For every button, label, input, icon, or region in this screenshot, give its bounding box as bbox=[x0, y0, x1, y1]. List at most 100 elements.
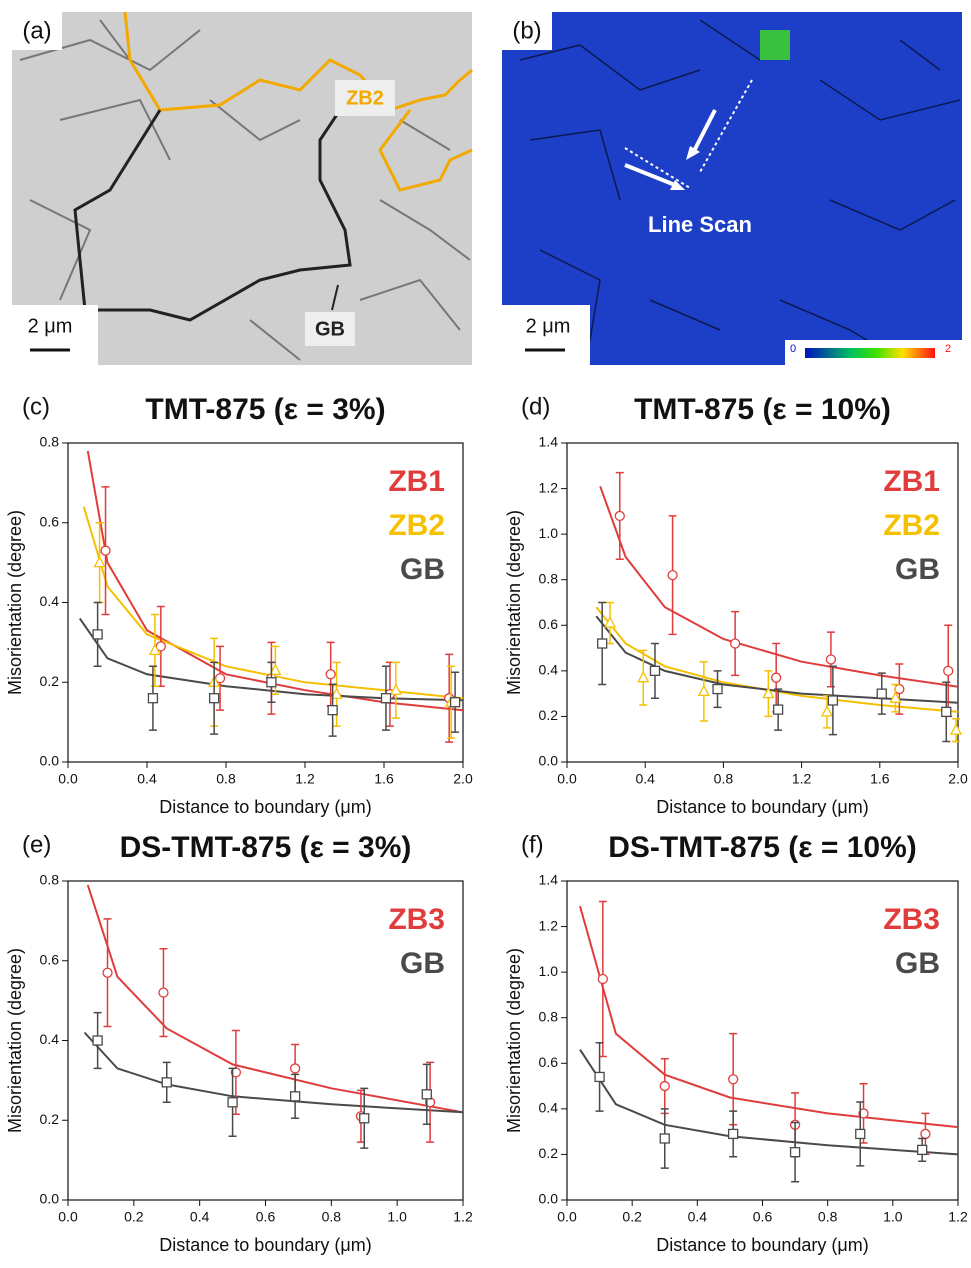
x-tick-label: 0.4 bbox=[190, 1209, 210, 1225]
data-point bbox=[729, 638, 741, 649]
x-tick-label: 0.4 bbox=[635, 771, 655, 787]
y-axis-label: Misorientation (degree) bbox=[5, 948, 25, 1133]
data-point bbox=[158, 987, 169, 998]
data-point bbox=[227, 1097, 238, 1108]
x-tick-label: 0.8 bbox=[322, 1209, 342, 1225]
panel-label: (a) bbox=[22, 17, 51, 44]
colorbar-max: 2 bbox=[945, 343, 951, 355]
fit-curve bbox=[599, 485, 959, 688]
data-point bbox=[327, 705, 338, 716]
y-tick-label: 0.0 bbox=[40, 1191, 60, 1207]
panel-label: (f) bbox=[521, 831, 544, 858]
data-point bbox=[330, 687, 343, 699]
chart-title: TMT-875 (ε = 3%) bbox=[145, 393, 385, 426]
x-tick-label: 0.4 bbox=[137, 771, 157, 787]
data-point bbox=[266, 677, 277, 688]
data-point bbox=[949, 723, 963, 735]
panel-label: (e) bbox=[22, 831, 51, 858]
y-tick-label: 1.0 bbox=[539, 963, 559, 979]
y-tick-label: 0.0 bbox=[539, 1191, 559, 1207]
data-point bbox=[659, 1133, 670, 1144]
data-point bbox=[825, 654, 837, 665]
fit-curve bbox=[579, 1049, 959, 1156]
data-point bbox=[148, 643, 161, 655]
x-tick-label: 1.0 bbox=[883, 1209, 903, 1225]
y-tick-label: 0.2 bbox=[40, 673, 60, 689]
y-tick-label: 1.0 bbox=[539, 525, 559, 541]
y-tick-label: 0.8 bbox=[539, 1008, 559, 1024]
data-point bbox=[380, 693, 392, 704]
data-point bbox=[208, 693, 220, 704]
x-axis-label: Distance to boundary (μm) bbox=[159, 1235, 371, 1255]
data-point bbox=[943, 665, 954, 677]
y-axis-label: Misorientation (degree) bbox=[504, 948, 524, 1133]
x-tick-label: 1.2 bbox=[453, 1209, 473, 1225]
x-axis-label: Distance to boundary (μm) bbox=[159, 797, 371, 817]
legend-entry: GB bbox=[400, 553, 445, 586]
y-tick-label: 0.6 bbox=[40, 951, 60, 967]
x-tick-label: 1.2 bbox=[295, 771, 315, 787]
chart-title: DS-TMT-875 (ε = 10%) bbox=[608, 831, 916, 864]
data-point bbox=[917, 1144, 928, 1156]
data-point bbox=[92, 629, 103, 640]
panel-label: (c) bbox=[22, 393, 50, 420]
annotation: Line Scan bbox=[648, 212, 752, 237]
y-tick-label: 1.2 bbox=[539, 479, 559, 495]
legend-entry: GB bbox=[895, 553, 940, 586]
data-point bbox=[100, 545, 111, 556]
fit-curve bbox=[595, 606, 959, 713]
data-point bbox=[941, 706, 952, 718]
x-tick-label: 0.0 bbox=[557, 1209, 577, 1225]
y-tick-label: 0.6 bbox=[539, 1054, 559, 1070]
data-point bbox=[827, 695, 839, 706]
legend-entry: ZB3 bbox=[883, 903, 940, 936]
annotation: ZB2 bbox=[346, 87, 384, 109]
x-axis-label: Distance to boundary (μm) bbox=[656, 1235, 868, 1255]
fit-curve bbox=[82, 506, 464, 700]
data-point bbox=[894, 683, 905, 695]
y-tick-label: 0.4 bbox=[40, 593, 60, 609]
data-point bbox=[728, 1128, 739, 1140]
y-axis-label: Misorientation (degree) bbox=[5, 510, 25, 695]
data-point bbox=[161, 1077, 172, 1088]
data-point bbox=[762, 686, 775, 699]
y-tick-label: 0.2 bbox=[539, 707, 559, 723]
y-tick-label: 0.0 bbox=[40, 753, 60, 769]
x-tick-label: 0.8 bbox=[216, 771, 236, 787]
y-tick-label: 0.2 bbox=[40, 1111, 60, 1127]
data-point bbox=[449, 697, 461, 708]
data-point bbox=[659, 1080, 670, 1092]
y-tick-label: 1.4 bbox=[539, 434, 559, 450]
x-tick-label: 0.6 bbox=[753, 1209, 773, 1225]
panel-label: (b) bbox=[512, 17, 541, 44]
data-point bbox=[325, 669, 336, 680]
legend-entry: GB bbox=[400, 947, 445, 980]
data-point bbox=[389, 683, 402, 695]
data-point bbox=[772, 704, 784, 715]
micrograph-b: (b) Line Scan 2 μm 0 2 bbox=[502, 12, 962, 365]
x-tick-label: 2.0 bbox=[453, 771, 473, 787]
scale-label: 2 μm bbox=[526, 315, 571, 337]
data-point bbox=[269, 663, 282, 675]
data-point bbox=[421, 1089, 432, 1100]
legend-entry: ZB2 bbox=[883, 509, 940, 542]
data-point bbox=[920, 1128, 931, 1140]
x-tick-label: 1.0 bbox=[387, 1209, 407, 1225]
data-point bbox=[889, 691, 902, 703]
data-point bbox=[858, 1108, 869, 1119]
data-point bbox=[603, 616, 617, 628]
x-tick-label: 0.0 bbox=[557, 771, 577, 787]
y-tick-label: 0.4 bbox=[539, 662, 559, 678]
data-point bbox=[667, 570, 678, 581]
annotation: GB bbox=[315, 318, 345, 340]
x-tick-label: 0.8 bbox=[818, 1209, 838, 1225]
fit-curve bbox=[86, 884, 464, 1114]
x-tick-label: 0.4 bbox=[688, 1209, 708, 1225]
data-point bbox=[876, 688, 887, 699]
data-point bbox=[102, 967, 113, 978]
chart-title: DS-TMT-875 (ε = 3%) bbox=[120, 831, 412, 864]
data-point bbox=[697, 684, 710, 697]
x-tick-label: 0.0 bbox=[58, 1209, 78, 1225]
data-point bbox=[789, 1147, 801, 1158]
legend-entry: ZB3 bbox=[388, 903, 445, 936]
